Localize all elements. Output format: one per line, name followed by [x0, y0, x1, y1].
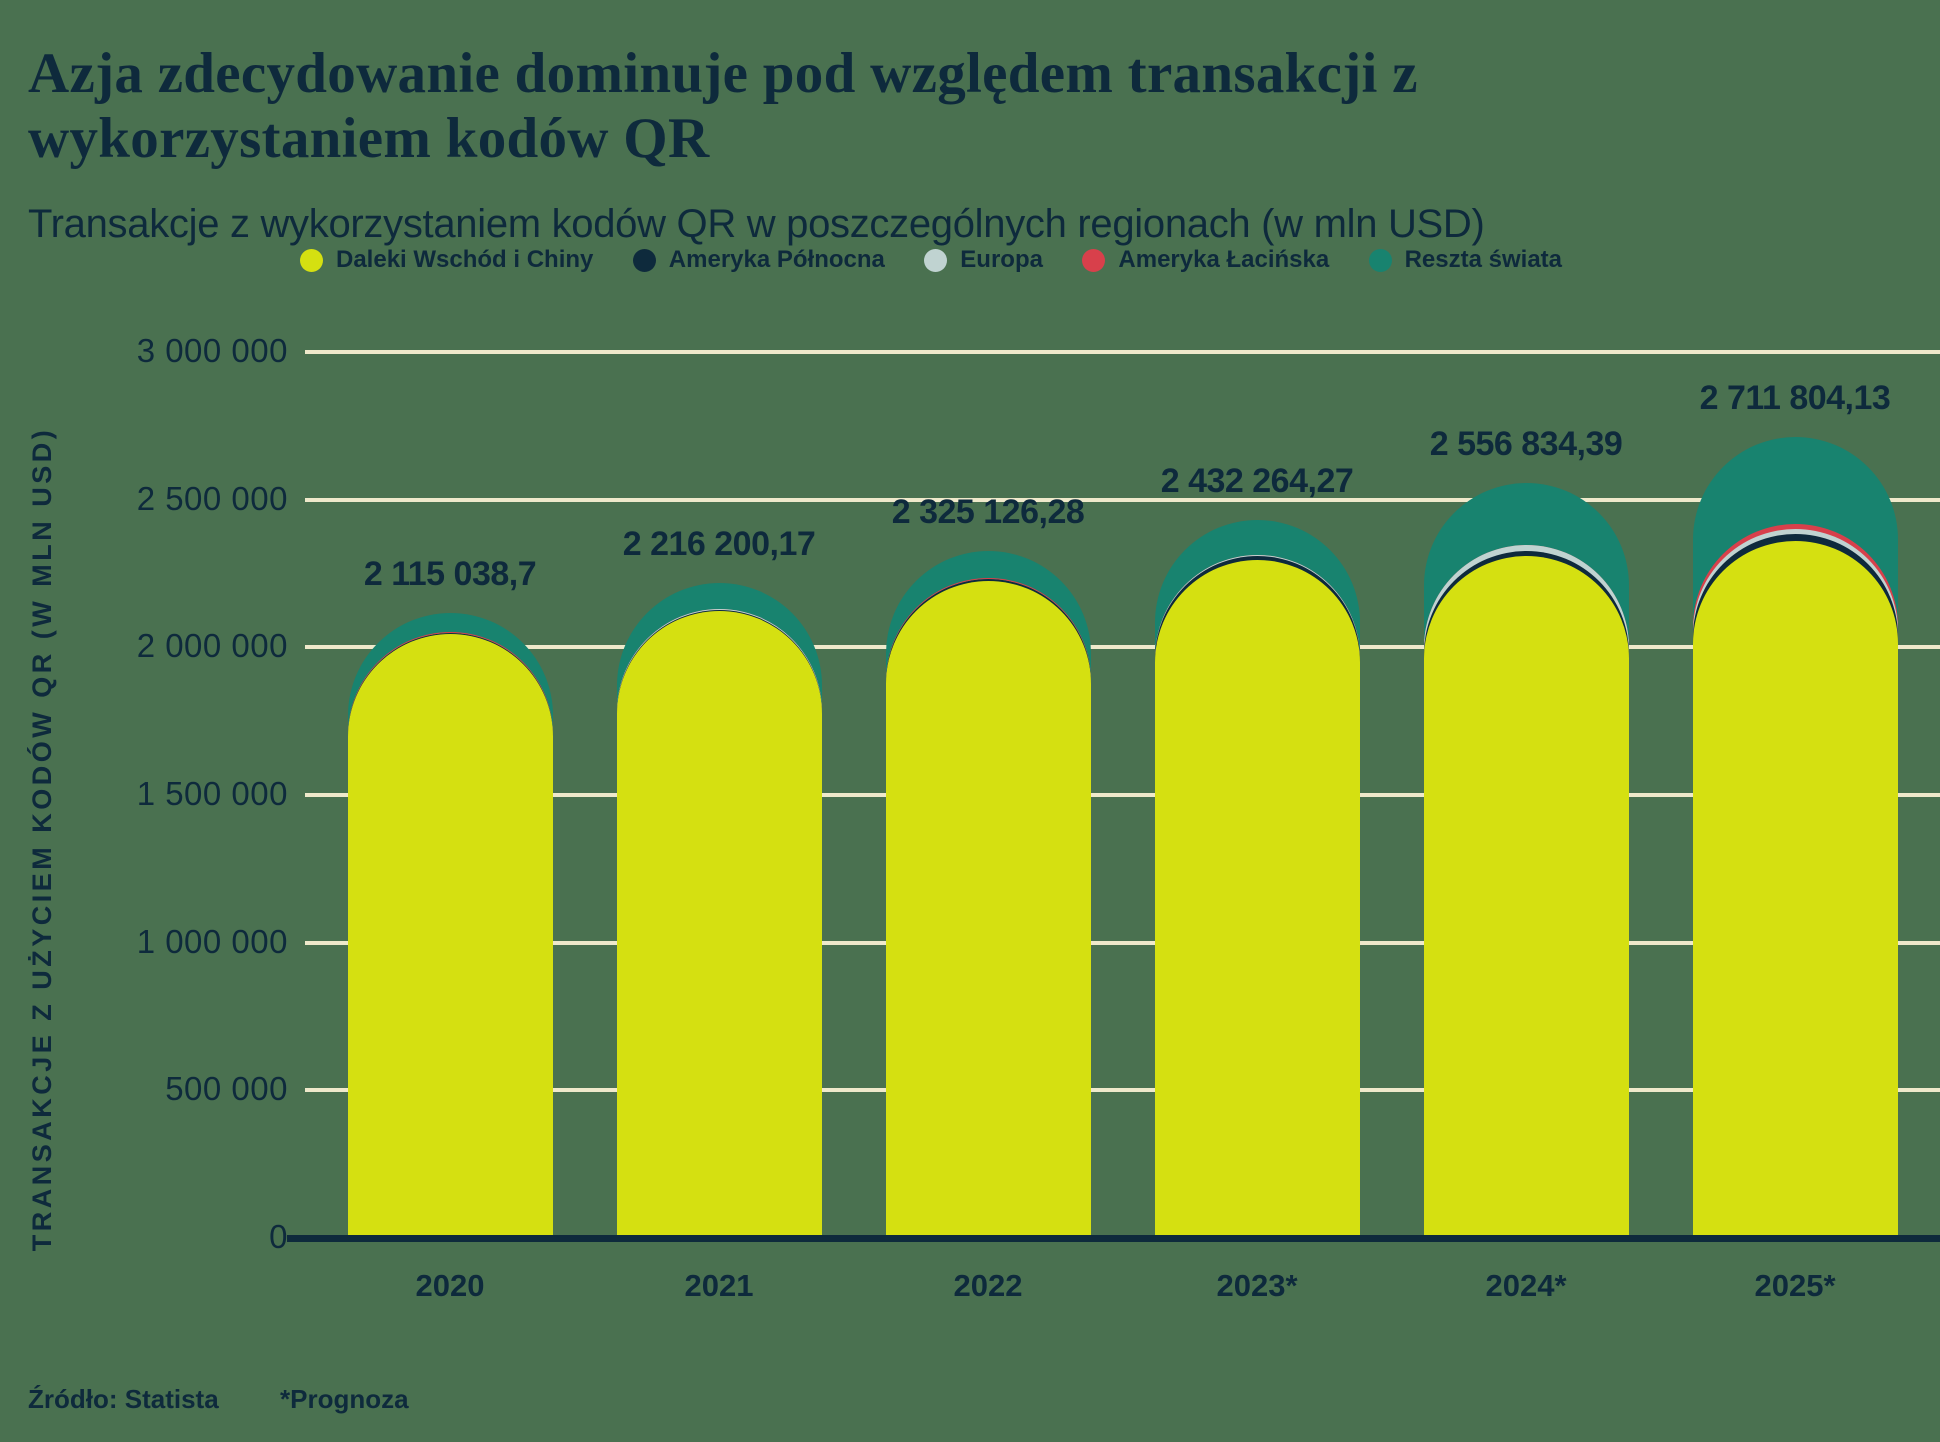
legend-dot-europa — [924, 248, 948, 272]
source-note: Źródło: Statista — [28, 1384, 219, 1414]
bar-total-label-2024: 2 556 834,39 — [1429, 424, 1623, 463]
bar-segment-2021-daleki-wsch-d-i-chiny — [616, 610, 822, 1238]
y-tick-label-0: 0 — [269, 1218, 288, 1255]
legend-label: Reszta świata — [1404, 246, 1562, 273]
gridline-2000000 — [305, 645, 1940, 650]
chart-title: Azja zdecydowanie dominuje pod względem … — [28, 42, 1418, 170]
legend-dot-ameryka-p-nocna — [632, 248, 656, 272]
y-tick-label-2500000: 2 500 000 — [136, 479, 288, 517]
legend-label: Europa — [960, 246, 1043, 273]
legend-dot-daleki-wsch-d-i-chiny — [300, 248, 323, 272]
y-axis-title: TRANSAKCJE Z UŻYCIEM KODÓW QR (W MLN USD… — [27, 426, 57, 1252]
y-tick-label-500000: 500 000 — [165, 1070, 288, 1108]
y-tick-label-3000000: 3 000 000 — [136, 332, 288, 369]
x-tick-label-2025: 2025* — [1754, 1268, 1836, 1303]
bar-total-label-2025: 2 711 804,13 — [1699, 379, 1891, 418]
legend-dot-reszta-wiata — [1368, 248, 1392, 272]
bar-total-label-2020: 2 115 038,7 — [363, 555, 537, 594]
bar-segment-2022-daleki-wsch-d-i-chiny — [885, 580, 1091, 1238]
legend-item-ameryka-aci-ska: Ameryka Łacińska — [1082, 246, 1329, 274]
y-tick-label-1500000: 1 500 000 — [136, 775, 288, 812]
bar-segment-2025-daleki-wsch-d-i-chiny — [1692, 540, 1898, 1238]
gridline-2500000 — [305, 497, 1940, 502]
x-tick-label-2021: 2021 — [684, 1268, 754, 1303]
gridline-1000000 — [305, 940, 1940, 945]
legend-item-daleki-wsch-d-i-chiny: Daleki Wschód i Chiny — [300, 246, 593, 274]
x-tick-label-2024: 2024* — [1485, 1268, 1567, 1303]
legend-item-europa: Europa — [924, 246, 1043, 274]
bar-segment-2023-daleki-wsch-d-i-chiny — [1154, 559, 1360, 1238]
legend-dot-ameryka-aci-ska — [1082, 248, 1106, 272]
forecast-note: *Prognoza — [280, 1384, 409, 1414]
gridline-1500000 — [305, 793, 1940, 797]
y-tick-label-1000000: 1 000 000 — [136, 922, 288, 960]
x-tick-label-2023: 2023* — [1216, 1268, 1298, 1303]
chart-subtitle: Transakcje z wykorzystaniem kodów QR w p… — [28, 202, 1485, 246]
legend-label: Ameryka Północna — [668, 246, 885, 273]
y-tick-label-2000000: 2 000 000 — [136, 627, 288, 665]
bar-total-label-2021: 2 216 200,17 — [622, 525, 816, 564]
legend-label: Daleki Wschód i Chiny — [336, 246, 594, 273]
bar-total-label-2023: 2 432 264,27 — [1160, 461, 1354, 500]
x-tick-label-2022: 2022 — [953, 1268, 1023, 1303]
bar-segment-2024-daleki-wsch-d-i-chiny — [1423, 556, 1629, 1238]
legend: Daleki Wschód i Chiny Ameryka Północna Eur… — [300, 246, 1562, 274]
x-tick-label-2020: 2020 — [415, 1268, 485, 1303]
x-axis-line — [287, 1235, 1940, 1242]
bar-segment-2020-daleki-wsch-d-i-chiny — [347, 634, 553, 1238]
gridline-3000000 — [305, 350, 1940, 354]
legend-label: Ameryka Łacińska — [1118, 246, 1330, 273]
gridline-500000 — [305, 1088, 1940, 1093]
bar-total-label-2022: 2 325 126,28 — [891, 493, 1085, 532]
legend-item-ameryka-p-nocna: Ameryka Północna — [632, 246, 885, 274]
legend-item-reszta-wiata: Reszta świata — [1368, 246, 1562, 274]
